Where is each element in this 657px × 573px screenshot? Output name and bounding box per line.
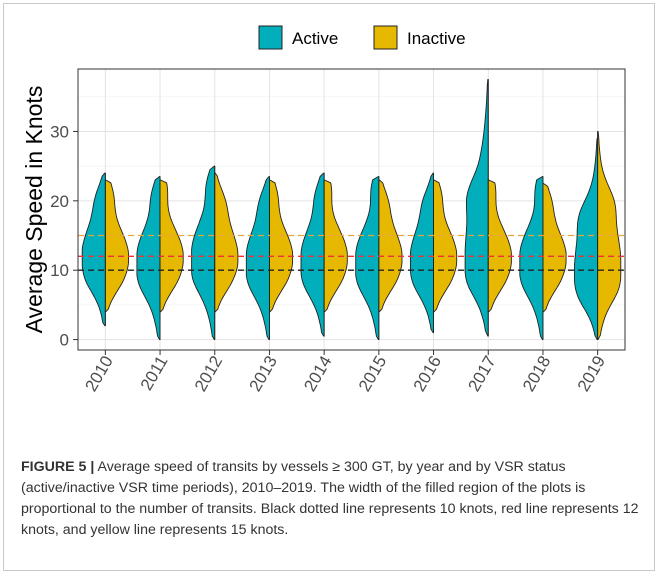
violin-inactive-2015 [378,179,403,313]
y-axis-label: Average Speed in Knots [21,86,47,334]
violin-active-2013 [245,176,270,341]
x-tick-label: 2011 [137,353,172,394]
legend-label-inactive: Inactive [407,29,466,48]
y-tick-label: 0 [60,331,69,350]
violin-inactive-2011 [159,179,184,313]
violin-active-2015 [355,176,380,341]
y-tick-label: 10 [50,261,69,280]
violin-chart: 0 10 20 30 2010 2011 2012 2013 2014 2015 2016 2017 2… [21,25,626,395]
violin-active-2010 [81,172,106,327]
violin-inactive-2016 [433,179,458,313]
y-tick-label: 20 [50,192,69,211]
y-tick-label: 30 [50,122,69,141]
x-tick-label: 2017 [464,353,499,395]
violin-inactive-2017 [487,179,512,313]
caption-label: FIGURE 5 | [21,459,95,475]
x-tick-label: 2018 [519,353,554,395]
violin-active-2012 [191,165,216,341]
violin-active-2011 [136,176,161,341]
legend-label-active: Active [292,29,338,48]
legend-swatch-inactive [373,25,398,50]
x-tick-label: 2010 [81,353,116,395]
x-tick-label: 2015 [355,353,390,395]
legend-swatch-active [258,25,283,50]
x-tick-label: 2014 [300,353,335,395]
x-tick-label: 2019 [574,353,609,395]
violin-active-2016 [409,172,434,334]
violin-active-2017 [464,78,489,337]
violin-active-2019 [574,137,599,341]
x-tick-label: 2013 [246,353,281,395]
x-tick-label: 2012 [191,353,226,395]
caption-text: Average speed of transits by vessels ≥ 3… [21,459,639,538]
violin-inactive-2013 [269,179,294,313]
figure-caption: FIGURE 5 | Average speed of transits by … [21,457,641,541]
plot-border [77,68,626,351]
violin-active-2014 [300,172,325,337]
violin-inactive-2014 [323,179,348,313]
violin-inactive-2010 [104,179,129,313]
violin-inactive-2012 [214,172,239,313]
x-tick-label: 2016 [410,353,445,395]
figure-panel: 0 10 20 30 2010 2011 2012 2013 2014 2015 2016 2017 2… [3,3,655,571]
violin-inactive-2018 [542,183,567,313]
